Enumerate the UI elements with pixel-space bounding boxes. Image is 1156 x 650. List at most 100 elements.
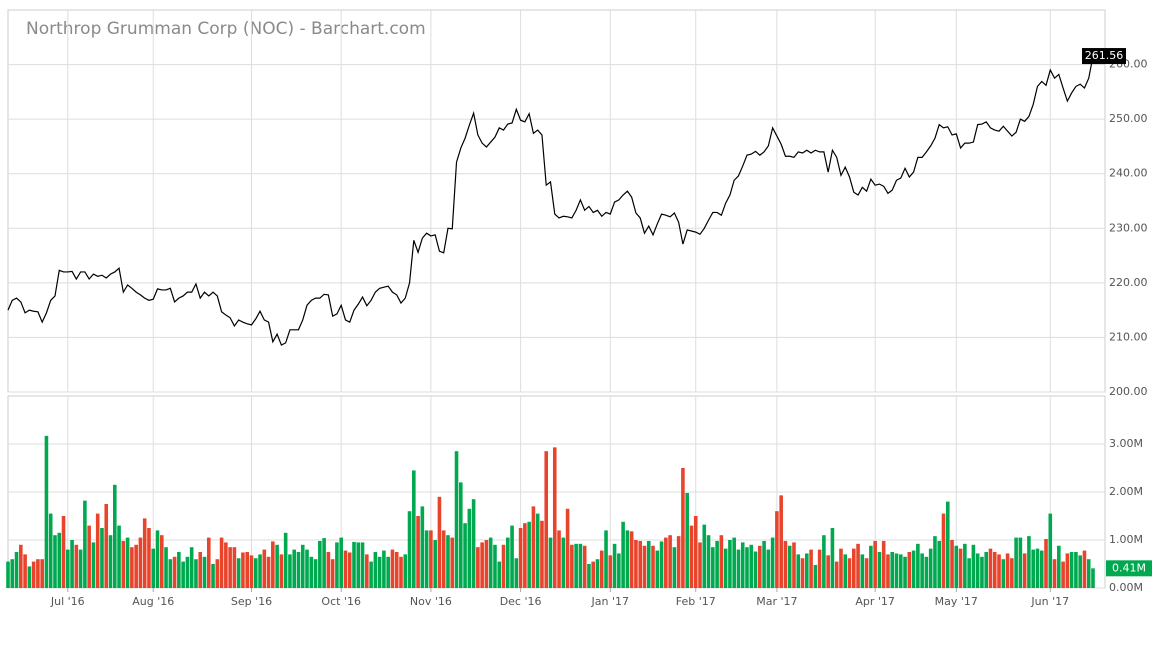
y-tick-label: 210.00 [1109, 330, 1148, 343]
volume-bar [104, 504, 109, 588]
volume-bar [275, 544, 279, 588]
volume-bar [343, 550, 348, 588]
volume-bar [561, 537, 566, 588]
volume-bar [510, 525, 514, 588]
volume-bar [206, 537, 211, 588]
volume-bar [992, 552, 997, 588]
volume-bar [215, 559, 220, 588]
volume-bar [766, 549, 771, 588]
x-tick-label: Jul '16 [50, 595, 85, 608]
volume-bar [557, 530, 561, 588]
volume-bar [813, 564, 818, 588]
volume-bar [676, 536, 681, 588]
volume-bar [574, 543, 578, 588]
volume-bar [565, 508, 570, 588]
volume-bar [48, 513, 53, 588]
x-tick-label: May '17 [935, 595, 978, 608]
volume-bar [916, 543, 920, 588]
volume-bar [552, 447, 557, 588]
x-tick-label: Mar '17 [756, 595, 797, 608]
volume-bar [172, 556, 177, 588]
volume-bar [1086, 559, 1091, 588]
volume-bar [629, 531, 634, 588]
volume-bar [740, 542, 745, 588]
last-price-box [1082, 48, 1126, 65]
volume-bar [723, 548, 728, 588]
volume-bar [988, 548, 993, 588]
volume-bar [57, 532, 62, 588]
volume-bar [339, 537, 343, 588]
volume-bar [659, 541, 664, 588]
volume-bar [711, 547, 715, 588]
volume-bar [6, 561, 10, 588]
volume-bar [886, 554, 890, 588]
chart-title: Northrop Grumman Corp (NOC) - Barchart.c… [26, 19, 426, 39]
volume-bar [655, 550, 660, 588]
volume-bar [732, 537, 736, 588]
volume-bar [681, 468, 685, 588]
volume-bar [1091, 568, 1095, 588]
volume-bar [693, 516, 698, 588]
volume-bar [74, 544, 79, 588]
volume-bar [181, 561, 185, 588]
volume-bar [497, 561, 502, 588]
volume-bar [903, 556, 907, 588]
volume-bar [480, 542, 484, 588]
volume-bar [228, 547, 232, 588]
volume-bar [14, 552, 19, 588]
volume-bar [168, 559, 173, 588]
volume-bar [309, 556, 314, 588]
volume-bar [467, 508, 472, 588]
volume-bar [501, 544, 506, 588]
volume-bar [907, 552, 912, 588]
volume-bar [493, 544, 497, 588]
volume-bar [1044, 539, 1048, 588]
volume-bar [1027, 536, 1031, 588]
volume-bar [420, 506, 425, 588]
volume-bar [305, 549, 309, 588]
volume-bar [950, 540, 954, 588]
volume-bar [984, 552, 989, 588]
volume-bar [83, 500, 87, 588]
volume-bar [134, 544, 138, 588]
volume-bar [185, 556, 190, 588]
volume-bar [365, 554, 369, 588]
volume-bar [570, 544, 574, 588]
volume-bar [775, 511, 779, 588]
volume-bar [1065, 553, 1070, 588]
volume-bar [279, 554, 284, 588]
volume-bar [890, 552, 895, 588]
volume-bar [860, 554, 865, 588]
volume-bar [634, 540, 638, 588]
volume-bar [617, 553, 621, 588]
volume-bar [459, 482, 463, 588]
volume-bar [736, 549, 741, 588]
volume-bar [975, 553, 980, 588]
volume-bar [373, 552, 378, 588]
volume-bar [587, 564, 591, 588]
volume-bar [23, 554, 27, 588]
volume-bar [783, 540, 788, 588]
volume-bar [1018, 537, 1023, 588]
volume-bar [232, 547, 237, 588]
volume-bar [87, 525, 91, 588]
volume-bar [1031, 549, 1035, 588]
volume-bar [920, 553, 924, 588]
volume-bar [36, 559, 40, 588]
volume-bar [224, 542, 228, 588]
volume-bar [954, 545, 959, 588]
volume-bar [194, 559, 198, 588]
volume-bar [249, 555, 254, 588]
volume-bar [1005, 553, 1010, 588]
last-volume-box [1106, 560, 1152, 577]
volume-bar [100, 528, 104, 588]
volume-bar [142, 518, 147, 588]
volume-bar [873, 540, 877, 588]
volume-bar [300, 544, 305, 588]
volume-bar [484, 540, 489, 588]
volume-bar [822, 535, 826, 588]
volume-bar [390, 549, 395, 588]
volume-bar [292, 549, 296, 588]
volume-bar [1010, 558, 1014, 588]
volume-bar [369, 561, 373, 588]
